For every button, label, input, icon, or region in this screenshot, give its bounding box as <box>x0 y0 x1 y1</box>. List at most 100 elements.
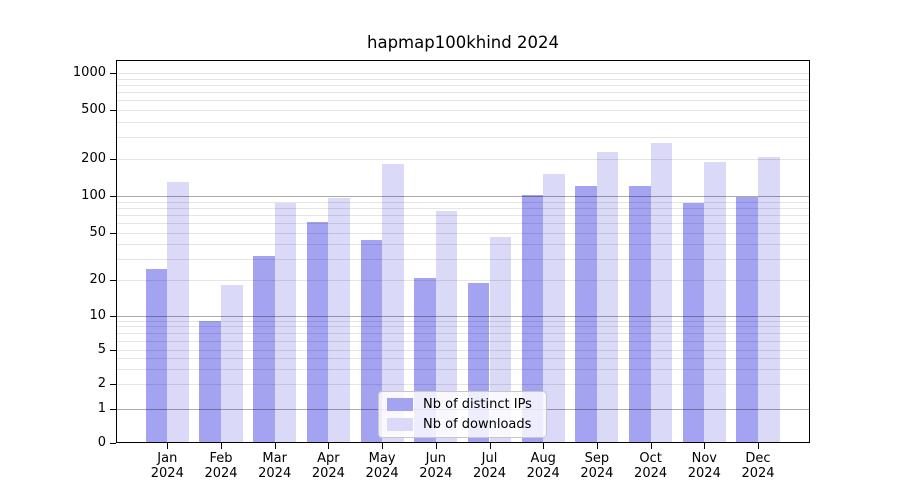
gridline-minor <box>116 100 810 102</box>
x-tick-label: Apr 2024 <box>311 451 345 481</box>
x-tick-label: Mar 2024 <box>258 451 292 481</box>
gridline-minor <box>116 137 810 139</box>
x-tick-mark <box>489 443 491 449</box>
gridline-major <box>116 196 810 197</box>
y-tick-mark <box>110 409 116 410</box>
gridline-minor <box>116 259 810 261</box>
x-tick-mark <box>435 443 437 449</box>
x-tick-mark <box>758 443 759 449</box>
gridline-minor <box>116 383 810 385</box>
gridline-minor <box>116 215 810 216</box>
gridline-minor <box>116 368 810 370</box>
legend-label: Nb of downloads <box>423 417 532 432</box>
legend-row: Nb of downloads <box>387 416 538 433</box>
bar-downloads-jan <box>167 182 189 443</box>
x-tick-label: Jan 2024 <box>150 451 184 481</box>
x-tick-label: Feb 2024 <box>204 451 238 481</box>
gridline-minor <box>116 244 810 246</box>
plot-area <box>116 60 810 443</box>
bar-distinct-ips-jan <box>145 268 168 443</box>
gridline-minor <box>116 78 810 80</box>
y-tick-label: 50 <box>89 225 106 240</box>
gridline-minor <box>116 223 810 225</box>
y-tick-label: 200 <box>81 151 106 166</box>
bar-downloads-may <box>382 164 404 443</box>
bar-distinct-ips-aug <box>521 194 544 443</box>
gridline-minor <box>116 110 810 111</box>
y-tick-mark <box>110 233 116 234</box>
x-tick-mark <box>596 443 598 449</box>
legend: Nb of distinct IPs Nb of downloads <box>378 391 547 438</box>
bar-distinct-ips-may <box>360 239 383 443</box>
bar-downloads-jun <box>435 211 458 443</box>
bar-distinct-ips-oct <box>629 185 651 443</box>
y-tick-mark <box>110 443 116 444</box>
gridline-minor <box>116 159 810 160</box>
bar-distinct-ips-dec <box>736 196 758 443</box>
y-tick-label: 1000 <box>72 65 106 80</box>
x-tick-label: Aug 2024 <box>526 451 560 481</box>
bar-downloads-feb <box>221 285 243 443</box>
x-tick-label: Sep 2024 <box>580 451 614 481</box>
bar-distinct-ips-nov <box>682 203 705 443</box>
y-tick-mark <box>110 73 116 74</box>
y-tick-label: 100 <box>81 188 106 203</box>
gridline-minor <box>116 73 810 74</box>
x-tick-label: Dec 2024 <box>741 451 775 481</box>
y-tick-label: 500 <box>81 102 106 117</box>
gridline-minor <box>116 84 810 86</box>
gridline-minor <box>116 92 810 93</box>
gridline-minor <box>116 207 810 209</box>
gridline-minor <box>116 201 810 203</box>
x-tick-mark <box>650 443 652 449</box>
y-tick-label: 5 <box>97 341 106 357</box>
y-tick-mark <box>110 159 116 160</box>
x-tick-mark <box>328 443 330 449</box>
legend-row: Nb of distinct IPs <box>387 396 538 413</box>
y-tick-label: 1 <box>97 401 106 416</box>
bar-downloads-mar <box>274 202 297 443</box>
y-tick-mark <box>110 196 116 197</box>
x-tick-label: Oct 2024 <box>634 451 668 481</box>
bar-downloads-dec <box>758 156 780 443</box>
x-tick-label: Nov 2024 <box>687 451 721 481</box>
bar-downloads-nov <box>704 162 726 443</box>
y-tick-label: 2 <box>97 375 106 391</box>
bar-distinct-ips-sep <box>575 186 597 443</box>
gridline-minor <box>116 320 810 322</box>
x-tick-label: May 2024 <box>365 451 399 481</box>
y-tick-label: 20 <box>89 272 106 287</box>
y-tick-mark <box>110 383 116 385</box>
bar-distinct-ips-mar <box>253 255 275 443</box>
gridline-minor <box>116 280 810 281</box>
x-tick-label: Jun 2024 <box>419 451 453 481</box>
legend-label: Nb of distinct IPs <box>423 397 532 412</box>
y-tick-label: 0 <box>97 435 106 450</box>
x-tick-label: Jul 2024 <box>472 451 507 481</box>
legend-swatch-downloads <box>387 418 413 431</box>
bar-downloads-sep <box>596 152 619 443</box>
x-tick-mark <box>543 443 545 449</box>
y-tick-label: 10 <box>89 307 106 323</box>
gridline-major <box>116 315 810 317</box>
y-tick-mark <box>110 280 116 281</box>
bar-downloads-apr <box>328 197 350 443</box>
gridline-minor <box>116 326 810 328</box>
y-tick-mark <box>110 110 116 111</box>
x-tick-mark <box>167 443 169 449</box>
gridline-minor <box>116 333 810 334</box>
gridline-minor <box>116 357 810 359</box>
bar-distinct-ips-apr <box>306 222 329 443</box>
y-tick-mark <box>110 349 116 351</box>
gridline-minor <box>116 340 810 342</box>
x-tick-mark <box>704 443 706 449</box>
chart-title: hapmap100khind 2024 <box>367 33 559 52</box>
bar-downloads-oct <box>650 143 673 443</box>
x-tick-mark <box>221 443 222 449</box>
bar-distinct-ips-feb <box>199 320 221 443</box>
x-tick-mark <box>274 443 276 449</box>
bar-downloads-aug <box>543 174 565 443</box>
legend-swatch-distinct-ips <box>387 398 413 411</box>
gridline-minor <box>116 349 810 351</box>
